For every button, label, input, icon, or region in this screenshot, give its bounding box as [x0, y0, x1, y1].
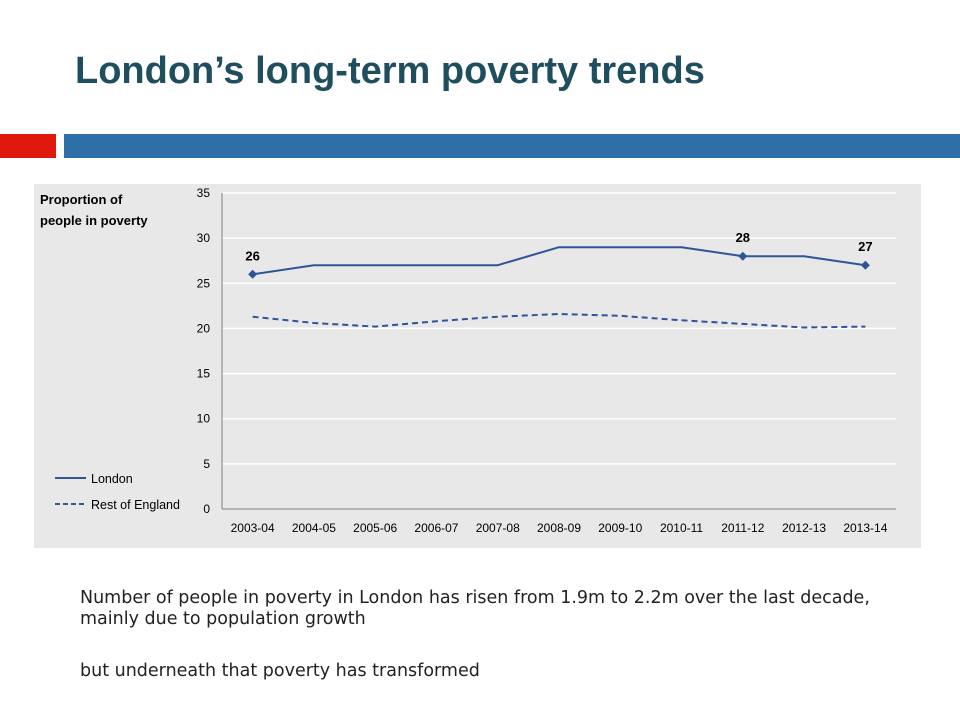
chart-panel: Proportion of people in poverty 0 5 10 15 20…: [34, 184, 921, 548]
paragraph-poverty-transformed: but underneath that poverty has transfor…: [80, 660, 480, 681]
x-tick-label-2013-14: 2013-14: [843, 521, 887, 535]
paragraph-population-growth: Number of people in poverty in London ha…: [80, 587, 870, 629]
y-tick-label-35: 35: [197, 186, 211, 200]
x-tick-label-2004-05: 2004-05: [292, 521, 336, 535]
x-tick-label-2006-07: 2006-07: [414, 521, 458, 535]
x-tick-label-2010-11: 2010-11: [660, 521, 703, 535]
y-tick-label-25: 25: [197, 276, 211, 290]
y-axis-title-line1: Proportion of: [40, 192, 123, 207]
y-tick-label-10: 10: [197, 412, 211, 426]
x-tick-label-2011-12: 2011-12: [721, 521, 764, 535]
data-label-2013-14: 27: [858, 239, 872, 254]
x-tick-label-2008-09: 2008-09: [537, 521, 581, 535]
legend: London Rest of England: [55, 472, 180, 512]
y-tick-label-15: 15: [197, 367, 211, 381]
marker-london-2003-04: [248, 269, 258, 279]
legend-label-london: London: [91, 472, 133, 486]
gridlines: [222, 192, 896, 465]
y-tick-label-0: 0: [203, 502, 210, 516]
y-tick-label-5: 5: [203, 457, 210, 471]
series-line-london: [252, 246, 866, 276]
x-tick-label-2003-04: 2003-04: [231, 521, 275, 535]
y-tick-label-20: 20: [197, 321, 211, 335]
x-tick-label-2007-08: 2007-08: [476, 521, 520, 535]
x-tick-label-2009-10: 2009-10: [598, 521, 642, 535]
accent-bar-red: [0, 134, 56, 158]
poverty-line-chart: Proportion of people in poverty 0 5 10 15 20…: [40, 186, 896, 535]
slide-title: London’s long-term poverty trends: [75, 50, 705, 92]
x-tick-labels: 2003-04 2004-05 2005-06 2006-07 2007-08 2008-…: [231, 521, 888, 535]
legend-label-rest-of-england: Rest of England: [91, 498, 180, 512]
data-label-2003-04: 26: [245, 248, 259, 263]
series-lines: [252, 246, 866, 329]
series-line-rest-of-england: [252, 313, 866, 329]
marker-london-2011-12: [738, 251, 748, 261]
accent-bar-blue: [64, 134, 960, 158]
x-tick-label-2005-06: 2005-06: [353, 521, 397, 535]
y-axis-title-line2: people in poverty: [40, 213, 148, 228]
data-markers: [248, 251, 870, 279]
y-tick-labels: 0 5 10 15 20 25 30 35: [197, 186, 211, 516]
marker-london-2013-14: [860, 260, 870, 270]
x-tick-label-2012-13: 2012-13: [782, 521, 826, 535]
data-label-2011-12: 28: [736, 230, 750, 245]
data-labels: 26 28 27: [245, 230, 872, 263]
y-tick-label-30: 30: [197, 231, 211, 245]
